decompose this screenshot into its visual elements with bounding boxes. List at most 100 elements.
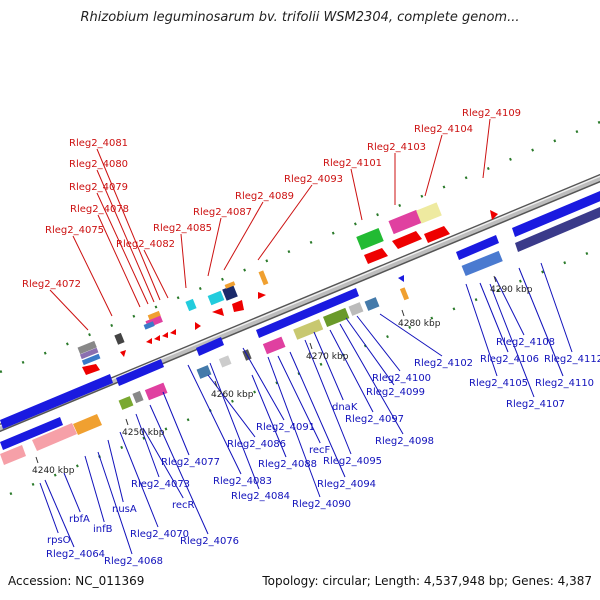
gene-label-rleg2-4079: Rleg2_4079 (69, 182, 128, 193)
tick-mark (401, 309, 405, 317)
gene-label-rleg2-4107: Rleg2_4107 (506, 399, 565, 410)
gene-label-rleg2-4099: Rleg2_4099 (366, 387, 425, 398)
leader-line (96, 148, 161, 301)
leader-line (96, 169, 155, 303)
tick-label: 4260 kbp (211, 390, 254, 400)
leader-line (39, 482, 59, 534)
gene-label-rleg2-4104: Rleg2_4104 (414, 124, 473, 135)
gene-label-rbfa: rbfA (69, 514, 90, 525)
gene-label-rleg2-4105: Rleg2_4105 (469, 378, 528, 389)
gene-label-rleg2-4093: Rleg2_4093 (284, 174, 343, 185)
gene-label-rleg2-4106: Rleg2_4106 (480, 354, 539, 365)
gene-label-rleg2-4075: Rleg2_4075 (45, 225, 104, 236)
leader-line (72, 235, 113, 317)
leader-line (289, 351, 346, 478)
gene-label-recr: recR (172, 500, 195, 511)
gene-label-rleg2-4080: Rleg2_4080 (69, 159, 128, 170)
scale-ticks: 4240 kbp 4250 kbp 4260 kbp 4270 kbp 4280 kbp… (32, 275, 533, 476)
leader-line (257, 184, 313, 261)
gene-label-dnak: dnaK (332, 402, 358, 413)
gene-label-rleg2-4064: Rleg2_4064 (46, 549, 105, 560)
leader-line (207, 374, 256, 438)
gene-label-rleg2-4084: Rleg2_4084 (231, 491, 290, 502)
gene-label-rleg2-4089: Rleg2_4089 (235, 191, 294, 202)
tick-label: 4290 kbp (490, 285, 533, 295)
leader-line (119, 431, 159, 528)
leader-line (107, 439, 124, 503)
gene-label-rleg2-4085: Rleg2_4085 (153, 223, 212, 234)
gene-label-rleg2-4070: Rleg2_4070 (130, 529, 189, 540)
gene-label-recf: recF (309, 445, 331, 456)
leader-line (356, 315, 401, 372)
leader-line (479, 282, 509, 353)
gene-label-rleg2-4078: Rleg2_4078 (70, 204, 129, 215)
gene-label-rleg2-4098: Rleg2_4098 (375, 436, 434, 447)
leader-line (207, 217, 222, 277)
leader-line (63, 472, 81, 513)
leader-line (304, 339, 352, 455)
gene-label-rleg2-4102: Rleg2_4102 (414, 358, 473, 369)
gene-label-rleg2-4076: Rleg2_4076 (180, 536, 239, 547)
leader-line (277, 355, 321, 444)
gene-label-rleg2-4109: Rleg2_4109 (462, 108, 521, 119)
gene-label-rleg2-4073: Rleg2_4073 (131, 479, 190, 490)
gene-label-rleg2-4072: Rleg2_4072 (22, 279, 81, 290)
leader-line (424, 134, 443, 197)
forward-genes (77, 202, 498, 375)
tick-mark (125, 418, 129, 426)
accession-text: Accession: NC_011369 (8, 574, 145, 588)
label-leaders (39, 118, 573, 555)
leader-line (135, 413, 160, 478)
gene-label-rleg2-4068: Rleg2_4068 (104, 556, 163, 567)
gene-label-rleg2-4097: Rleg2_4097 (345, 414, 404, 425)
leader-line (97, 451, 133, 555)
leader-line (149, 404, 209, 535)
gene-label-rleg2-4101: Rleg2_4101 (323, 158, 382, 169)
leader-line (339, 323, 404, 435)
leader-line (96, 192, 149, 305)
leader-line (180, 233, 187, 289)
leader-line (242, 347, 285, 421)
leader-line (84, 455, 105, 523)
gene-label-rleg2-4090: Rleg2_4090 (292, 499, 351, 510)
leader-line (267, 356, 321, 498)
leader-line (162, 391, 190, 456)
leader-line (209, 362, 260, 490)
genome-summary-text: Topology: circular; Length: 4,537,948 bp… (262, 574, 592, 588)
leader-line (350, 168, 363, 221)
tick-mark (309, 342, 313, 350)
leader-line (251, 374, 287, 458)
gene-label-rleg2-4081: Rleg2_4081 (69, 138, 128, 149)
tick-mark (35, 456, 39, 464)
gene-label-rleg2-4086: Rleg2_4086 (227, 439, 286, 450)
gene-label-rleg2-4110: Rleg2_4110 (535, 378, 594, 389)
gene-label-rleg2-4095: Rleg2_4095 (323, 456, 382, 467)
gene-label-rleg2-4083: Rleg2_4083 (213, 476, 272, 487)
map-title: Rhizobium leguminosarum bv. trifolii WSM… (80, 10, 520, 25)
tick-label: 4270 kbp (306, 352, 349, 362)
gene-label-infb: infB (93, 524, 113, 535)
gene-label-rleg2-4103: Rleg2_4103 (367, 142, 426, 153)
gene-label-nusa: nusA (112, 504, 137, 515)
leader-line (489, 283, 535, 398)
leader-line (97, 214, 141, 308)
leader-line (482, 118, 491, 179)
tick-label: 4250 kbp (122, 428, 165, 438)
leader-line (44, 479, 75, 548)
leader-line (345, 317, 395, 386)
leader-line (223, 201, 264, 271)
leader-line (518, 267, 564, 377)
gene-label-rleg2-4108: Rleg2_4108 (496, 337, 555, 348)
tick-mark (493, 275, 497, 283)
leader-line (313, 331, 344, 401)
leader-line (142, 427, 184, 499)
gene-label-rleg2-4091: Rleg2_4091 (256, 422, 315, 433)
gene-label-rpso: rpsO (47, 535, 71, 546)
tick-label: 4240 kbp (32, 466, 75, 476)
tick-label: 4280 kbp (398, 319, 441, 329)
leader-line (187, 364, 242, 475)
leader-line (143, 249, 169, 299)
gene-label-rleg2-4100: Rleg2_4100 (372, 373, 431, 384)
gene-label-rleg2-4082: Rleg2_4082 (116, 239, 175, 250)
